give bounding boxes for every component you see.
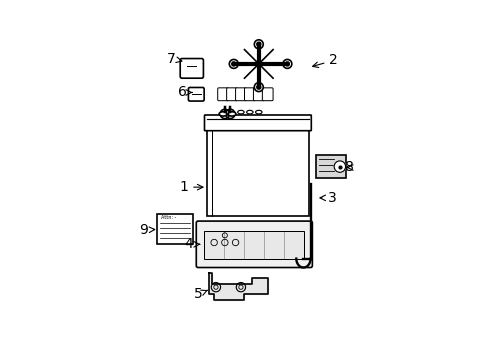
Ellipse shape: [283, 59, 291, 68]
FancyBboxPatch shape: [204, 115, 311, 131]
FancyBboxPatch shape: [235, 88, 246, 101]
Text: 4: 4: [184, 237, 199, 251]
Polygon shape: [208, 273, 267, 300]
Text: Attn: -: Attn: -: [160, 215, 176, 220]
FancyBboxPatch shape: [226, 88, 237, 101]
Ellipse shape: [254, 40, 263, 49]
Ellipse shape: [255, 111, 262, 114]
FancyBboxPatch shape: [253, 88, 264, 101]
Bar: [157, 214, 192, 244]
FancyBboxPatch shape: [217, 88, 228, 101]
Text: 7: 7: [166, 51, 182, 66]
Ellipse shape: [237, 111, 244, 114]
Text: 8: 8: [345, 161, 354, 175]
Ellipse shape: [229, 59, 238, 68]
Text: 9: 9: [139, 223, 154, 237]
Ellipse shape: [219, 112, 226, 116]
FancyBboxPatch shape: [196, 221, 312, 267]
FancyBboxPatch shape: [188, 87, 203, 101]
Ellipse shape: [246, 111, 253, 114]
Bar: [315, 155, 346, 178]
Text: 2: 2: [312, 53, 338, 68]
Text: 3: 3: [319, 191, 336, 205]
Ellipse shape: [254, 83, 263, 91]
Text: 5: 5: [193, 287, 207, 301]
FancyBboxPatch shape: [244, 88, 255, 101]
Ellipse shape: [227, 112, 235, 116]
Text: 6: 6: [177, 85, 192, 99]
FancyBboxPatch shape: [180, 59, 203, 78]
Bar: [206, 116, 308, 216]
FancyBboxPatch shape: [262, 88, 272, 101]
Bar: [204, 231, 304, 259]
Circle shape: [333, 161, 345, 172]
Text: 1: 1: [179, 180, 203, 194]
